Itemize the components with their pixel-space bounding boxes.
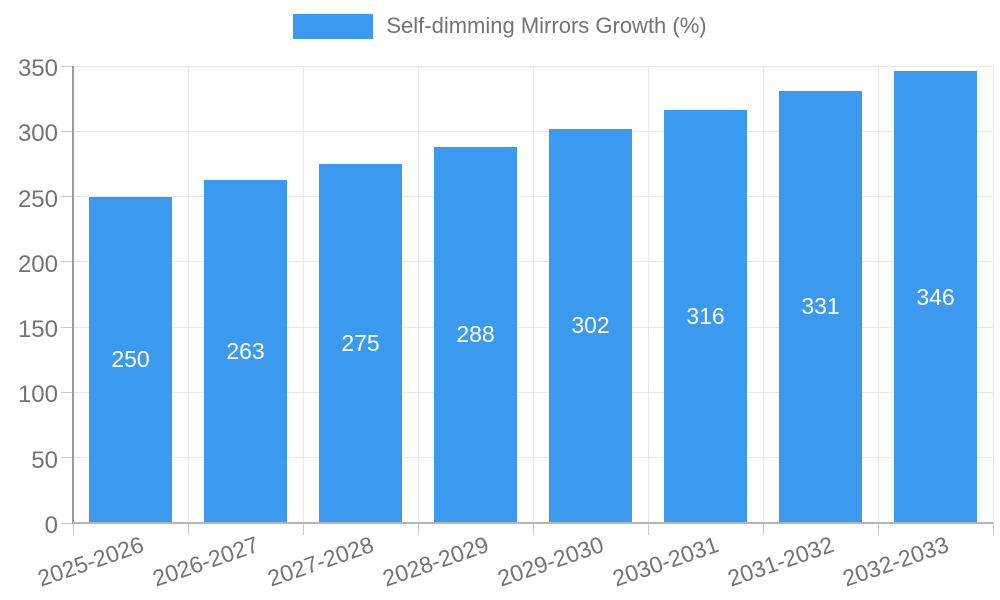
gridline-vertical (992, 66, 994, 523)
bar-value-label: 346 (916, 283, 955, 310)
x-axis-tick-label: 2025-2026 (33, 531, 147, 592)
x-axis-tick (762, 523, 764, 535)
x-axis-tick-label: 2031-2032 (723, 531, 837, 592)
y-axis-line (72, 66, 74, 524)
x-axis-tick-label: 2029-2030 (493, 531, 607, 592)
y-axis-tick (61, 522, 73, 524)
y-axis-tick (61, 326, 73, 328)
bar[interactable]: 263 (204, 179, 287, 523)
x-axis-tick (532, 523, 534, 535)
y-axis-tick-label: 200 (17, 250, 58, 278)
legend-label: Self-dimming Mirrors Growth (%) (386, 13, 707, 38)
legend[interactable]: Self-dimming Mirrors Growth (%) (0, 13, 1000, 39)
bar-value-label: 331 (801, 293, 840, 320)
gridline-vertical (417, 66, 419, 523)
legend-swatch (293, 13, 374, 39)
x-axis-tick (187, 523, 189, 535)
y-axis-tick (61, 196, 73, 198)
y-axis-tick-label: 150 (17, 316, 58, 344)
bar-value-label: 302 (571, 312, 610, 339)
y-axis-tick (61, 391, 73, 393)
x-axis-tick (302, 523, 304, 535)
x-axis-tick-label: 2026-2027 (148, 531, 262, 592)
gridline-vertical (187, 66, 189, 523)
y-axis-tick-label: 50 (31, 446, 58, 474)
gridline-vertical (532, 66, 534, 523)
bar[interactable]: 288 (434, 146, 517, 523)
bar[interactable]: 316 (664, 110, 747, 523)
bar-value-label: 275 (341, 329, 380, 356)
gridline-vertical (302, 66, 304, 523)
bar[interactable]: 331 (779, 90, 862, 523)
y-axis-tick-label: 250 (17, 185, 58, 213)
x-axis-tick (417, 523, 419, 535)
y-axis-tick-label: 300 (17, 120, 58, 148)
x-axis-tick (877, 523, 879, 535)
x-axis-tick-label: 2027-2028 (263, 531, 377, 592)
gridline-vertical (647, 66, 649, 523)
bar-value-label: 288 (456, 321, 495, 348)
gridline-vertical (762, 66, 764, 523)
bar[interactable]: 346 (894, 71, 977, 523)
y-axis-tick-label: 350 (17, 55, 58, 82)
y-axis-tick (61, 65, 73, 67)
y-axis-tick (61, 130, 73, 132)
y-axis-tick (61, 261, 73, 263)
bar-value-label: 316 (686, 303, 725, 330)
y-axis-tick-label: 0 (44, 512, 58, 539)
x-axis-tick (647, 523, 649, 535)
gridline-vertical (877, 66, 879, 523)
y-axis-tick (61, 457, 73, 459)
bar[interactable]: 302 (549, 128, 632, 523)
y-axis-tick-label: 100 (17, 381, 58, 409)
x-axis-tick-label: 2030-2031 (608, 531, 722, 592)
x-axis-tick (72, 523, 74, 535)
bar[interactable]: 250 (89, 196, 172, 523)
bar-value-label: 250 (111, 346, 150, 373)
x-axis-tick (992, 523, 994, 535)
x-axis-tick-label: 2028-2029 (378, 531, 492, 592)
x-axis-tick-label: 2032-2033 (838, 531, 952, 592)
x-axis-line (73, 522, 993, 524)
bar[interactable]: 275 (319, 163, 402, 523)
bar-value-label: 263 (226, 337, 265, 364)
